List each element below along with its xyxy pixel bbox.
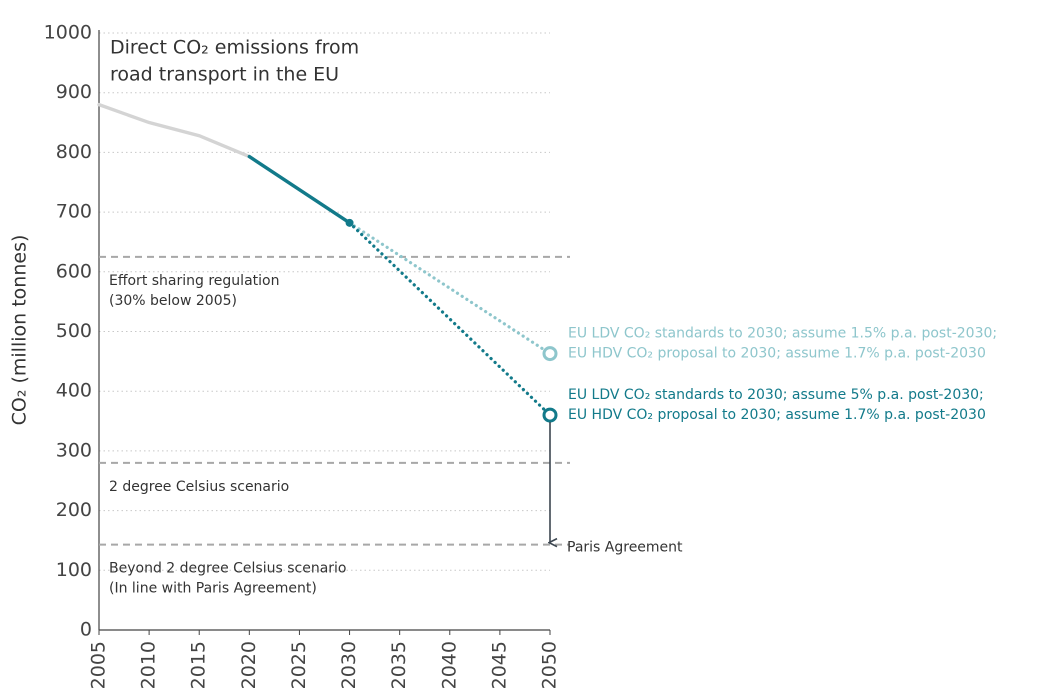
series-label: EU LDV CO₂ standards to 2030; assume 1.5…	[568, 326, 997, 342]
series-line	[247, 154, 352, 225]
x-tick-label: 2030	[338, 641, 360, 689]
series-line	[347, 221, 552, 417]
y-tick-label: 600	[56, 260, 92, 282]
y-tick-label: 0	[80, 619, 92, 641]
reference-label: Beyond 2 degree Celsius scenario	[109, 561, 347, 577]
x-tick-label: 2015	[188, 641, 210, 689]
x-tick-label: 2025	[288, 641, 310, 689]
reference-label: 2 degree Celsius scenario	[109, 479, 289, 495]
y-tick-label: 100	[56, 559, 92, 581]
chart-title: road transport in the EU	[110, 64, 339, 86]
end-marker	[542, 346, 558, 362]
y-tick-label: 500	[56, 320, 92, 342]
reference-label: Effort sharing regulation	[109, 273, 279, 289]
y-tick-label: 1000	[44, 22, 92, 44]
x-tick-label: 2050	[539, 641, 561, 689]
reference-label: (30% below 2005)	[109, 293, 237, 309]
end-marker	[542, 407, 558, 423]
y-tick-label: 400	[56, 380, 92, 402]
arrow-label: Paris Agreement	[567, 540, 683, 556]
y-axis-label: CO₂ (million tonnes)	[9, 235, 31, 426]
series-line	[97, 102, 252, 159]
x-tick-label: 2020	[238, 641, 260, 689]
x-tick-label: 2010	[138, 641, 160, 689]
y-tick-label: 200	[56, 499, 92, 521]
reference-label: (In line with Paris Agreement)	[109, 581, 317, 597]
series-line	[347, 221, 552, 356]
x-tick-label: 2040	[438, 641, 460, 689]
y-tick-label: 900	[56, 81, 92, 103]
y-tick-label: 800	[56, 141, 92, 163]
x-tick-label: 2035	[388, 641, 410, 689]
x-tick-label: 2045	[488, 641, 510, 689]
y-tick-label: 700	[56, 201, 92, 223]
chart-title: Direct CO₂ emissions from	[110, 37, 359, 59]
point-marker	[345, 218, 354, 227]
y-tick-label: 300	[56, 439, 92, 461]
series-label: EU HDV CO₂ proposal to 2030; assume 1.7%…	[568, 407, 986, 423]
series-label: EU LDV CO₂ standards to 2030; assume 5% …	[568, 387, 984, 403]
x-tick-label: 2005	[88, 641, 110, 689]
series-label: EU HDV CO₂ proposal to 2030; assume 1.7%…	[568, 346, 986, 362]
